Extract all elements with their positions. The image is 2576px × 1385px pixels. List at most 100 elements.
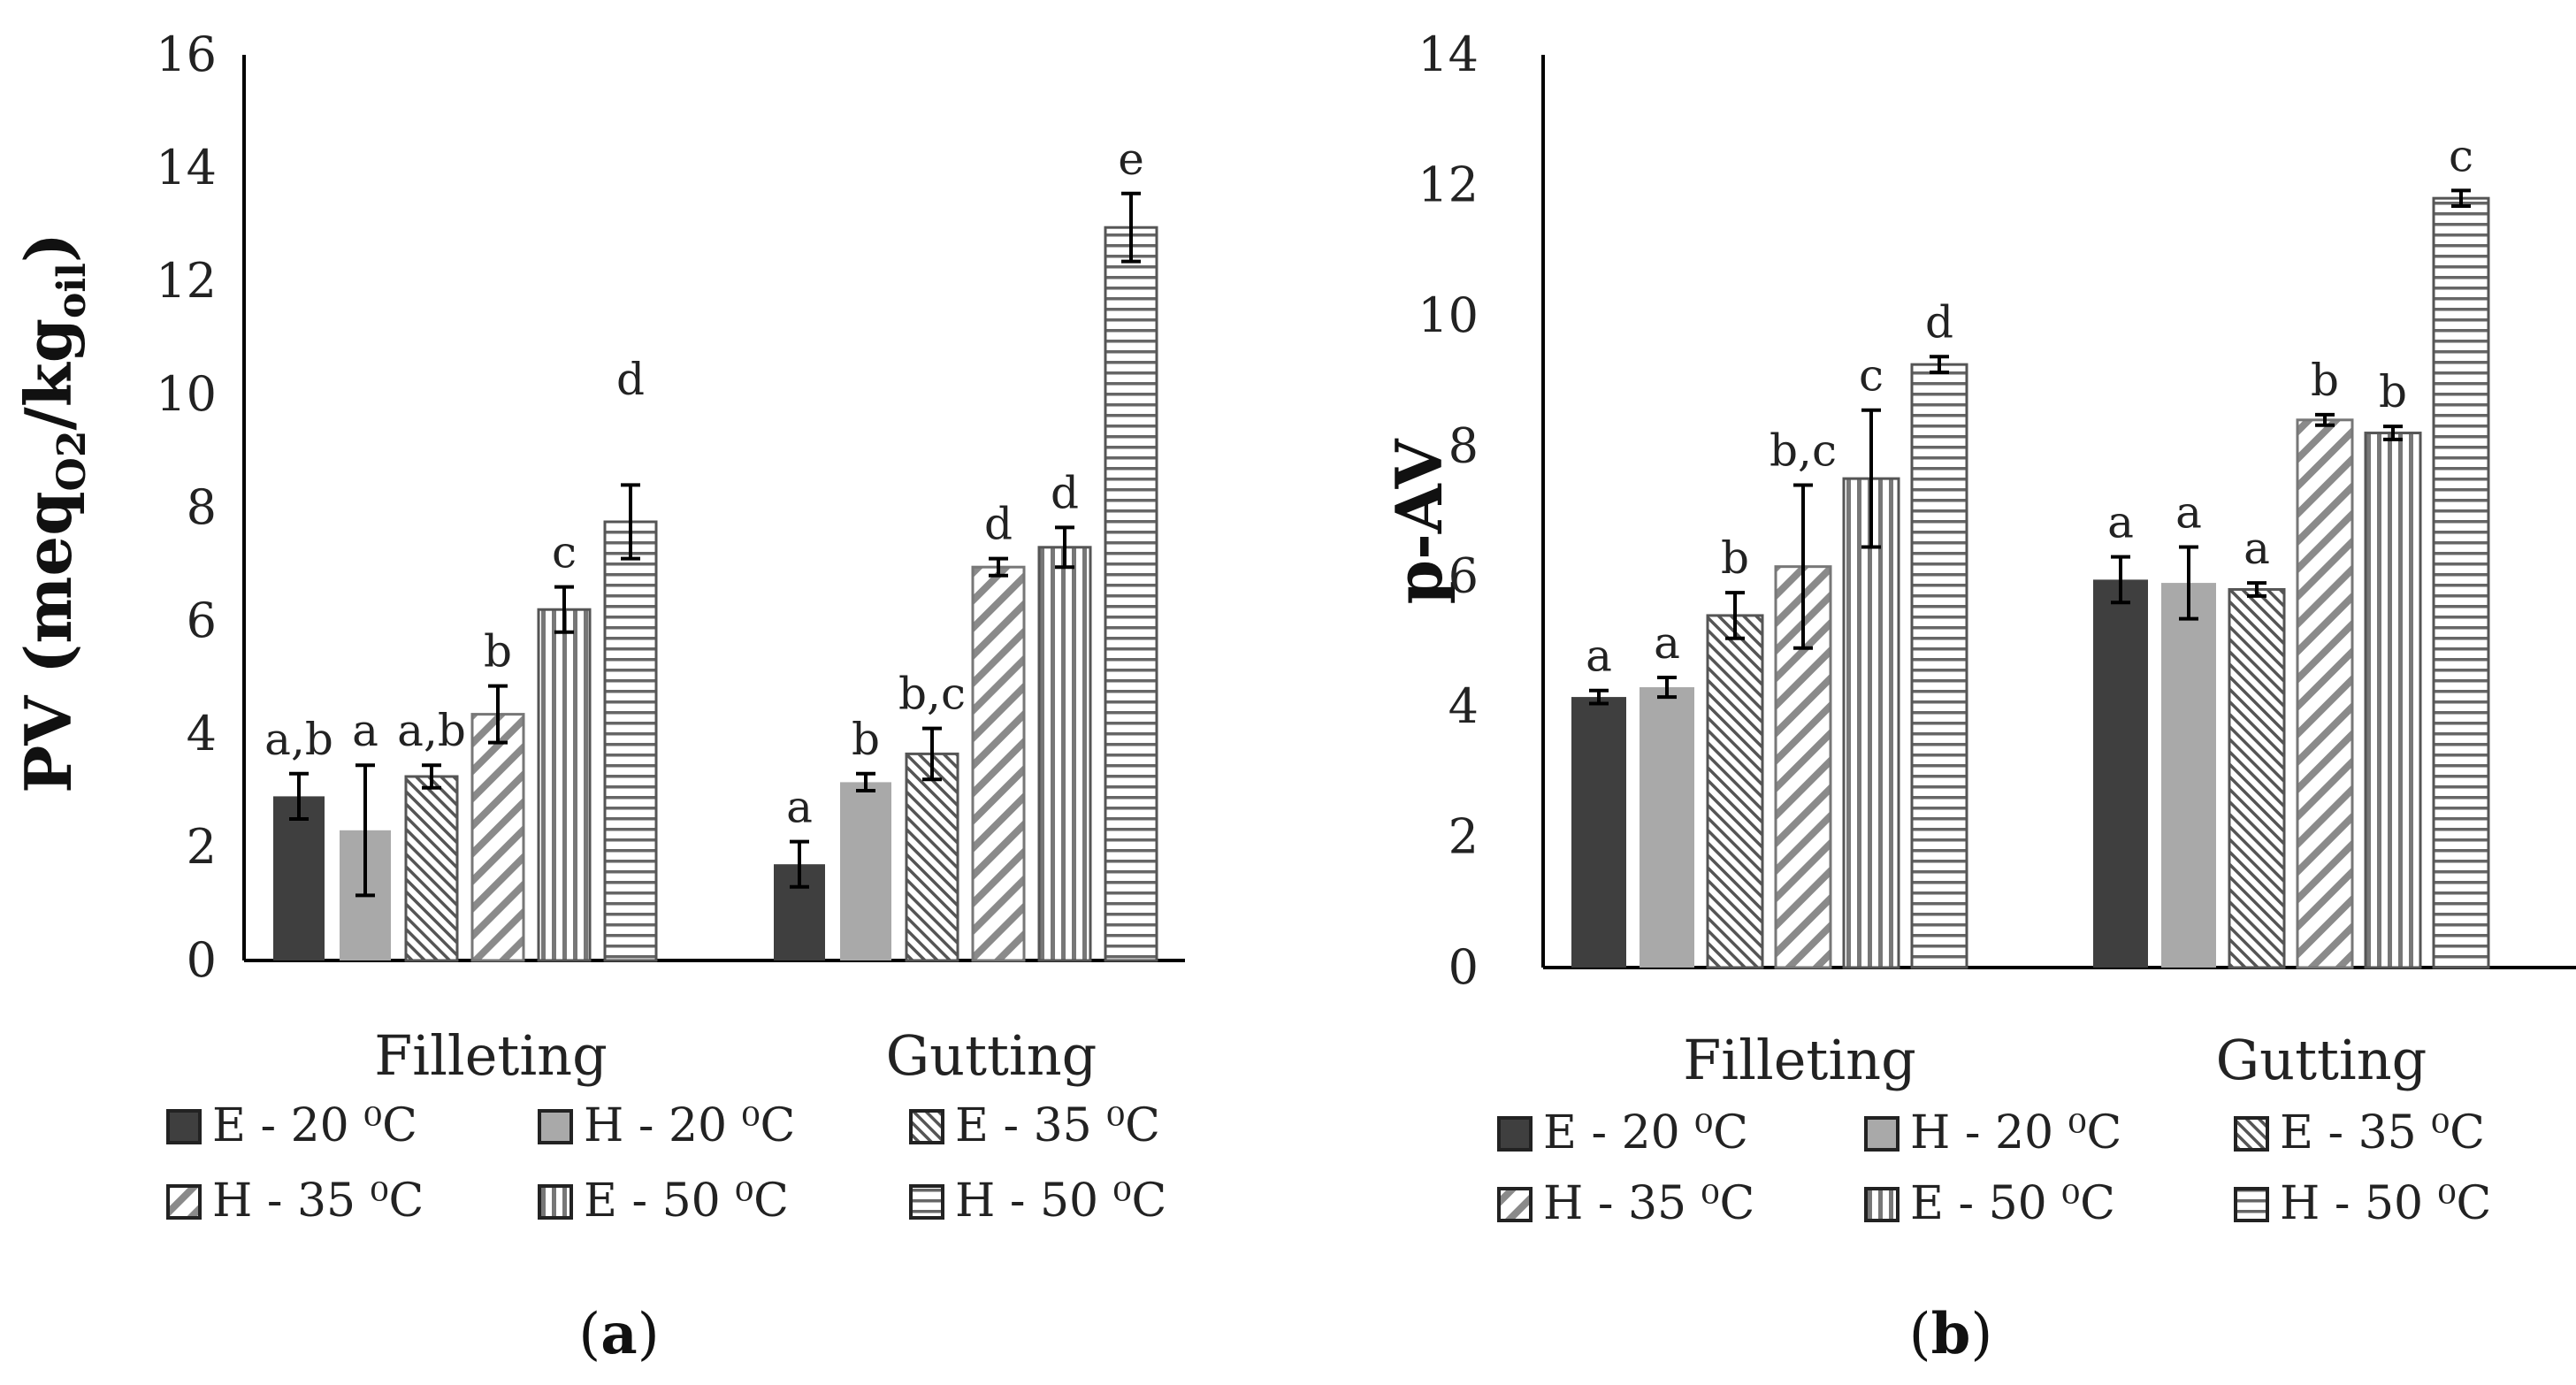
legend-swatch-a-e-35-c [909,1109,944,1144]
y-tick-label-b-14: 14 [1418,27,1479,82]
legend-swatch-b-e-35-c [2234,1116,2269,1152]
significance-letter-a-gutting-e-50-c: d [1051,467,1079,518]
bar-a-filleting-e-20-c [273,796,325,960]
legend-label-b-h-50-c: H - 50 ⁰C [2280,1177,2491,1230]
category-label-a-filleting: Filleting [374,1023,608,1088]
legend-label-b-h-35-c: H - 35 ⁰C [1543,1177,1754,1230]
bar-b-filleting-h-20-c [1640,687,1694,968]
panel-label-b: (b) [1909,1301,1993,1367]
bar-b-filleting-h-50-c [1910,363,1968,969]
y-tick-label-a-12: 12 [156,253,217,309]
y-tick-label-b-12: 12 [1418,157,1479,212]
significance-letter-b-gutting-h-20-c: a [2175,487,2202,539]
y-tick-label-b-8: 8 [1449,417,1479,473]
bar-a-gutting-h-35-c [971,565,1026,962]
y-tick-label-b-10: 10 [1418,287,1479,343]
significance-letter-b-filleting-h-50-c: d [1925,296,1953,348]
bar-a-gutting-e-50-c [1037,546,1092,962]
category-label-b-filleting: Filleting [1683,1028,1916,1092]
legend-label-b-h-20-c: H - 20 ⁰C [1910,1106,2121,1159]
bar-b-filleting-e-35-c [1706,614,1764,969]
bar-a-filleting-e-50-c [537,608,592,962]
significance-letter-a-filleting-h-20-c: a [352,705,378,756]
y-tick-label-b-2: 2 [1449,809,1479,865]
significance-letter-a-filleting-h-35-c: b [484,626,512,677]
significance-letter-b-gutting-e-50-c: b [2379,366,2407,417]
y-tick-label-b-4: 4 [1449,678,1479,734]
significance-letter-b-gutting-h-35-c: b [2311,355,2339,406]
legend-label-a-e-50-c: E - 50 ⁰C [584,1175,789,1228]
bar-b-filleting-e-20-c [1571,697,1626,968]
bar-a-filleting-h-35-c [470,713,525,962]
significance-letter-a-filleting-h-50-c: d [616,354,645,405]
legend-swatch-a-e-20-c [166,1109,202,1144]
legend-b: E - 20 ⁰C H - 20 ⁰C E - 35 ⁰C H - 35 ⁰C E - … [1497,1106,2491,1230]
bar-a-gutting-h-50-c [1104,226,1158,962]
legend-swatch-a-h-50-c [909,1184,944,1220]
significance-letter-b-filleting-h-35-c: b,c [1770,425,1837,477]
legend-label-b-e-50-c: E - 50 ⁰C [1910,1177,2115,1230]
legend-swatch-b-h-50-c [2234,1187,2269,1222]
y-tick-labels-b: 0 2 4 6 8 10 12 14 [1418,27,1479,995]
significance-letter-a-gutting-e-35-c: b,c [898,669,966,720]
y-tick-label-a-2: 2 [187,819,217,875]
bar-b-filleting-e-50-c [1842,477,1900,969]
y-tick-label-a-10: 10 [156,366,217,422]
legend-swatch-a-e-50-c [538,1184,573,1220]
legend-label-a-h-20-c: H - 20 ⁰C [584,1099,795,1152]
bar-b-gutting-h-35-c [2296,418,2354,969]
y-axis-label-b: p-AV [1381,439,1456,605]
bar-b-gutting-e-20-c [2093,579,2148,968]
bar-a-gutting-e-35-c [905,752,959,962]
significance-letter-b-gutting-e-20-c: a [2107,497,2134,548]
panel-label-a: (a) [578,1301,659,1367]
y-tick-label-a-4: 4 [187,706,217,761]
significance-letter-b-gutting-h-50-c: c [2449,130,2473,181]
legend-swatch-b-e-20-c [1497,1116,1533,1152]
bar-a-filleting-h-50-c [603,520,658,962]
significance-letter-a-gutting-e-20-c: a [786,782,813,833]
significance-letter-a-filleting-e-20-c: a,b [264,714,333,765]
significance-letter-b-filleting-e-35-c: b [1721,532,1749,584]
bar-b-gutting-e-50-c [2364,432,2422,969]
legend-label-b-e-20-c: E - 20 ⁰C [1543,1106,1748,1159]
bar-b-gutting-e-35-c [2228,587,2286,969]
significance-letter-a-filleting-e-50-c: c [552,527,577,578]
bar-a-gutting-h-20-c [840,782,891,960]
legend-swatch-a-h-20-c [538,1109,573,1144]
legend-label-a-e-35-c: E - 35 ⁰C [955,1099,1160,1152]
bar-a-filleting-e-35-c [404,775,459,962]
legend-label-b-e-35-c: E - 35 ⁰C [2280,1106,2485,1159]
legend-swatch-a-h-35-c [166,1184,202,1220]
significance-letter-b-filleting-e-20-c: a [1586,631,1612,682]
legend-a: E - 20 ⁰C H - 20 ⁰C E - 35 ⁰C H - 35 ⁰C E - … [166,1099,1166,1228]
y-tick-label-a-8: 8 [187,479,217,535]
significance-letter-b-filleting-h-20-c: a [1654,617,1680,669]
y-tick-label-a-0: 0 [187,932,217,988]
significance-letter-a-gutting-h-50-c: e [1118,134,1144,185]
significance-letter-a-gutting-h-20-c: b [852,714,880,765]
bar-b-gutting-h-20-c [2161,583,2216,968]
y-tick-label-b-0: 0 [1449,939,1479,995]
y-tick-label-b-6: 6 [1449,548,1479,604]
significance-letter-b-filleting-e-50-c: c [1859,350,1884,402]
legend-swatch-b-e-50-c [1864,1187,1900,1222]
significance-letter-a-gutting-h-35-c: d [984,499,1013,550]
significance-letter-b-gutting-e-35-c: a [2243,523,2270,574]
legend-label-a-h-35-c: H - 35 ⁰C [212,1175,424,1228]
y-tick-label-a-14: 14 [156,140,217,195]
legend-swatch-b-h-35-c [1497,1187,1533,1222]
legend-label-a-e-20-c: E - 20 ⁰C [212,1099,417,1152]
legend-swatch-b-h-20-c [1864,1116,1900,1152]
legend-label-a-h-50-c: H - 50 ⁰C [955,1175,1166,1228]
category-label-a-gutting: Gutting [886,1023,1097,1088]
y-tick-labels-a: 0 2 4 6 8 10 12 14 16 [156,27,217,988]
y-tick-label-a-6: 6 [187,593,217,648]
bar-b-gutting-h-50-c [2432,196,2490,969]
y-tick-label-a-16: 16 [156,27,217,82]
